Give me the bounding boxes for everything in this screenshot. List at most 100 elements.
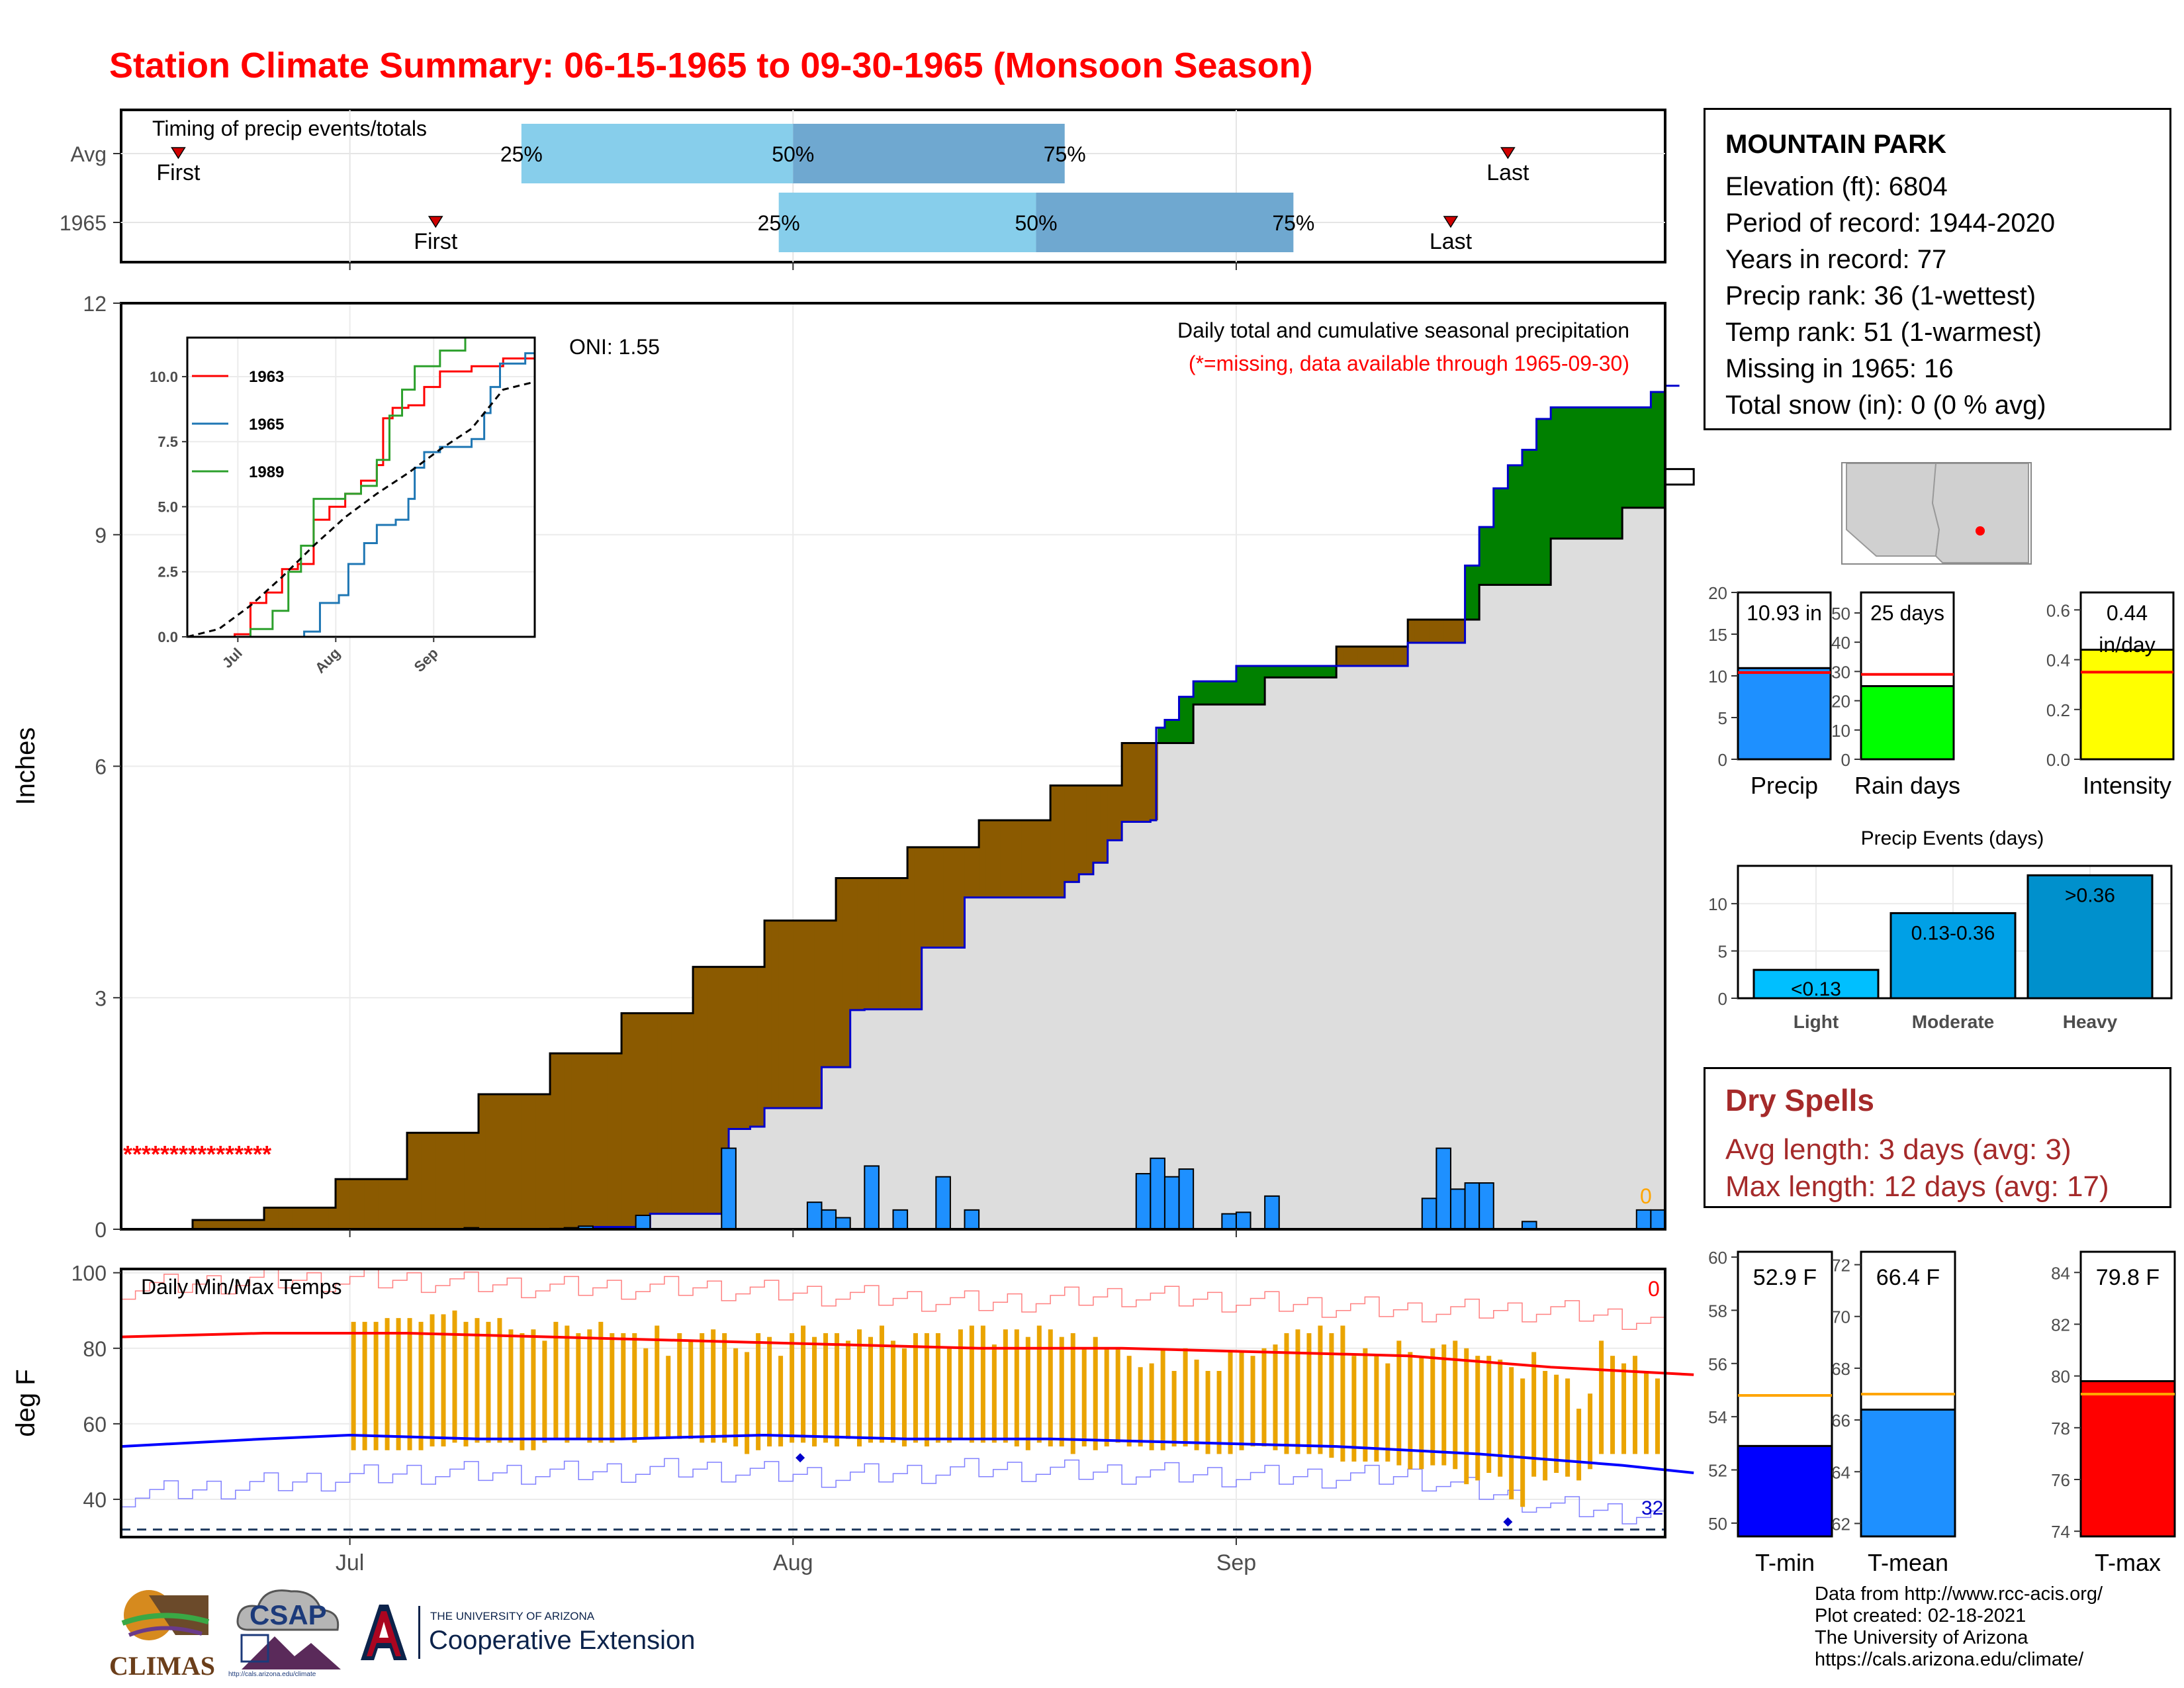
temp-daily-bar xyxy=(677,1333,682,1439)
precip-deficit-area xyxy=(314,1207,322,1229)
precip-surplus-area xyxy=(1608,407,1615,539)
precip-daily-bar xyxy=(1150,1157,1165,1230)
precip-deficit-area xyxy=(193,1220,201,1229)
precip-deficit-area xyxy=(306,1207,315,1229)
temp-daily-bar xyxy=(1228,1352,1233,1454)
precip-deficit-area xyxy=(842,878,851,1068)
mini-temp-1-ytick-label: 64 xyxy=(1831,1462,1850,1482)
precip-deficit-area xyxy=(793,920,801,1108)
precip-surplus-area xyxy=(1658,392,1666,508)
temp-daily-bar xyxy=(711,1329,716,1443)
temp-daily-bar xyxy=(835,1333,840,1447)
temp-daily-bar xyxy=(497,1318,502,1443)
precip-surplus-area xyxy=(1500,488,1508,585)
precip-deficit-area xyxy=(328,1207,336,1229)
precip-deficit-area xyxy=(235,1220,244,1229)
mini-temp-0-ytick-label: 56 xyxy=(1708,1354,1727,1374)
mini-precip-0-ytick-label: 0 xyxy=(1718,750,1727,770)
timing-last-marker xyxy=(1500,147,1516,160)
temp-daily-bar xyxy=(1194,1359,1199,1450)
station-years: Years in record: 77 xyxy=(1725,245,1947,274)
temp-daily-bar xyxy=(1329,1333,1334,1458)
dry-spells-panel: Dry Spells Avg length: 3 days (avg: 3) M… xyxy=(1704,1067,2171,1208)
temp-daily-bar xyxy=(486,1321,491,1443)
temp-daily-bar xyxy=(452,1310,457,1443)
timing-p75-label: 75% xyxy=(1272,211,1314,235)
precip-surplus-area xyxy=(1243,665,1251,705)
mini-temp-2-ytick-label: 78 xyxy=(2051,1419,2070,1438)
precip-deficit-area xyxy=(464,1133,472,1229)
precip-deficit-area xyxy=(814,920,823,1108)
precip-deficit-area xyxy=(1357,646,1365,666)
temp-daily-bar xyxy=(1633,1356,1638,1454)
precip-surplus-area xyxy=(1600,407,1609,539)
precip-daily-bar xyxy=(1235,1211,1251,1231)
mini-precip-2-bar xyxy=(2079,649,2175,761)
precip-deficit-area xyxy=(571,1053,579,1229)
precip-deficit-area xyxy=(1086,785,1094,874)
precip-deficit-area xyxy=(364,1179,372,1229)
climas-logo-mark xyxy=(121,1590,210,1640)
precip-surplus-area xyxy=(1229,681,1237,705)
temp-daily-bar xyxy=(1115,1348,1120,1443)
precip-deficit-area xyxy=(528,1094,537,1229)
precip-surplus-area xyxy=(1286,665,1294,678)
precip-deficit-area xyxy=(743,966,751,1129)
precip-deficit-area xyxy=(349,1179,358,1229)
temp-ylabel: deg F xyxy=(11,1369,40,1436)
temp-daily-bar xyxy=(745,1352,750,1454)
temp-daily-bar xyxy=(351,1321,356,1450)
timing-first-label: First xyxy=(156,160,201,185)
inset-legend-label: 1965 xyxy=(249,416,284,434)
mini-temp-0-category: T-min xyxy=(1755,1549,1815,1576)
timing-p50-label: 50% xyxy=(1015,211,1057,235)
precip-deficit-area xyxy=(950,847,958,948)
temp-daily-bar xyxy=(935,1333,940,1443)
temp-daily-bar xyxy=(407,1318,412,1450)
mini-precip-0-ytick-label: 10 xyxy=(1708,667,1727,686)
precip-deficit-area xyxy=(1015,820,1023,898)
temp-daily-bar xyxy=(463,1321,469,1447)
temp-ytick-label: 100 xyxy=(71,1262,107,1286)
temp-daily-bar xyxy=(1576,1409,1582,1481)
precip-deficit-area xyxy=(886,878,894,1009)
csap-logo-mark xyxy=(236,1589,341,1669)
precip-surplus-area xyxy=(1236,665,1244,705)
temp-daily-bar xyxy=(790,1333,795,1443)
precip-surplus-area xyxy=(1622,407,1630,508)
precip-deficit-area xyxy=(1393,646,1401,666)
events-title: Precip Events (days) xyxy=(1861,827,2044,849)
temp-daily-bar xyxy=(666,1356,671,1439)
timing-row-label: Avg xyxy=(70,142,107,166)
inset-ytick-label: 10.0 xyxy=(150,369,178,385)
precip-deficit-area xyxy=(342,1179,351,1229)
precip-daily-bar xyxy=(1435,1147,1451,1231)
precip-surplus-area xyxy=(1257,665,1265,705)
precip-deficit-area xyxy=(371,1179,379,1229)
mini-precip-0-ytick-label: 15 xyxy=(1708,625,1727,645)
precip-deficit-area xyxy=(1343,646,1351,666)
precip-zero-label: 0 xyxy=(1640,1184,1652,1208)
temp-daily-bar xyxy=(1520,1378,1525,1507)
dry-spells-max: Max length: 12 days (avg: 17) xyxy=(1725,1170,2109,1203)
temp-daily-bar xyxy=(1003,1329,1008,1443)
temp-daily-bar xyxy=(1036,1325,1042,1443)
precip-deficit-area xyxy=(671,1013,680,1214)
precip-surplus-area xyxy=(1551,407,1559,539)
temp-daily-bar xyxy=(924,1333,929,1447)
temp-daily-bar xyxy=(1453,1340,1458,1470)
precip-deficit-area xyxy=(478,1094,486,1229)
temp-daily-bar xyxy=(1149,1363,1154,1450)
precip-deficit-area xyxy=(757,966,765,1127)
mini-precip-2-ytick-label: 0.6 xyxy=(2046,600,2070,620)
mini-temp-2-category: T-max xyxy=(2095,1549,2161,1576)
precip-deficit-area xyxy=(972,847,979,898)
timing-last-marker xyxy=(1443,216,1459,228)
precip-deficit-area xyxy=(1143,743,1151,822)
precip-deficit-area xyxy=(300,1207,308,1229)
precip-deficit-area xyxy=(1028,820,1037,898)
precip-surplus-area xyxy=(1629,407,1637,508)
temp-daily-bar xyxy=(1250,1356,1255,1447)
precip-deficit-area xyxy=(872,878,880,1009)
precip-deficit-area xyxy=(1007,820,1015,898)
